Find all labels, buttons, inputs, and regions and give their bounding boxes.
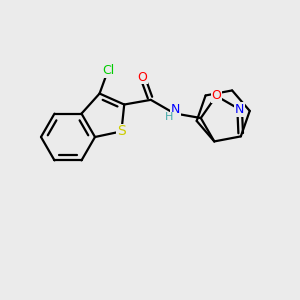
Text: N: N [170,103,180,116]
Text: N: N [235,103,244,116]
Text: Cl: Cl [102,64,114,77]
Text: O: O [138,70,147,83]
Text: S: S [117,124,126,138]
Text: H: H [165,112,173,122]
Text: O: O [211,89,221,102]
